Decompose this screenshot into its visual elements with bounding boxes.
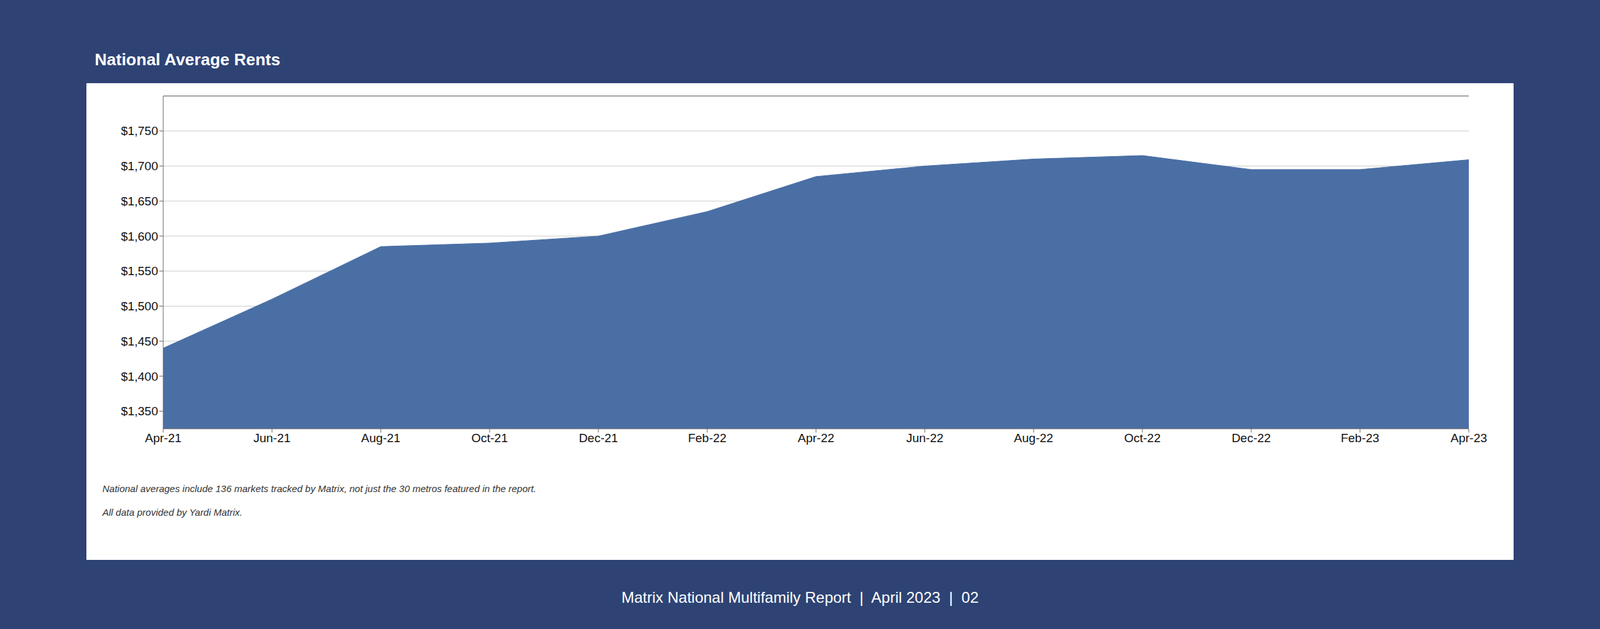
svg-text:Dec-21: Dec-21 [578, 431, 618, 445]
svg-text:Apr-23: Apr-23 [1450, 431, 1487, 445]
svg-text:$1,500: $1,500 [120, 299, 159, 313]
html-text:National Average Rents: National Average Rents [94, 49, 281, 70]
svg-text:Dec-22: Dec-22 [1231, 431, 1271, 445]
svg-text:Jun-21: Jun-21 [253, 431, 291, 445]
svg-text:Oct-21: Oct-21 [471, 431, 508, 445]
html-text:All data provided by Yardi Mat: All data provided by Yardi Matrix. [102, 506, 243, 518]
svg-text:$1,600: $1,600 [120, 229, 159, 244]
html-text:National averages include 136: National averages include 136 markets tr… [102, 483, 537, 495]
svg-text:Apr-22: Apr-22 [797, 431, 834, 445]
svg-text:$1,750: $1,750 [120, 124, 159, 138]
svg-text:$1,350: $1,350 [120, 404, 159, 418]
svg-text:Oct-22: Oct-22 [1123, 431, 1161, 445]
svg-text:$1,400: $1,400 [120, 369, 159, 384]
svg-text:Feb-22: Feb-22 [688, 431, 727, 445]
svg-text:$1,700: $1,700 [120, 159, 159, 173]
svg-text:Aug-21: Aug-21 [360, 431, 400, 445]
svg-text:Apr-21: Apr-21 [144, 431, 182, 445]
svg-text:$1,550: $1,550 [120, 264, 159, 278]
svg-text:$1,650: $1,650 [120, 194, 159, 208]
svg-text:Jun-22: Jun-22 [906, 431, 944, 445]
svg-text:Aug-22: Aug-22 [1013, 431, 1053, 445]
html-text:Matrix National Multifamily Re: Matrix National Multifamily Report | Apr… [621, 588, 979, 607]
svg-text:Feb-23: Feb-23 [1340, 431, 1380, 445]
svg-text:$1,450: $1,450 [120, 334, 159, 349]
